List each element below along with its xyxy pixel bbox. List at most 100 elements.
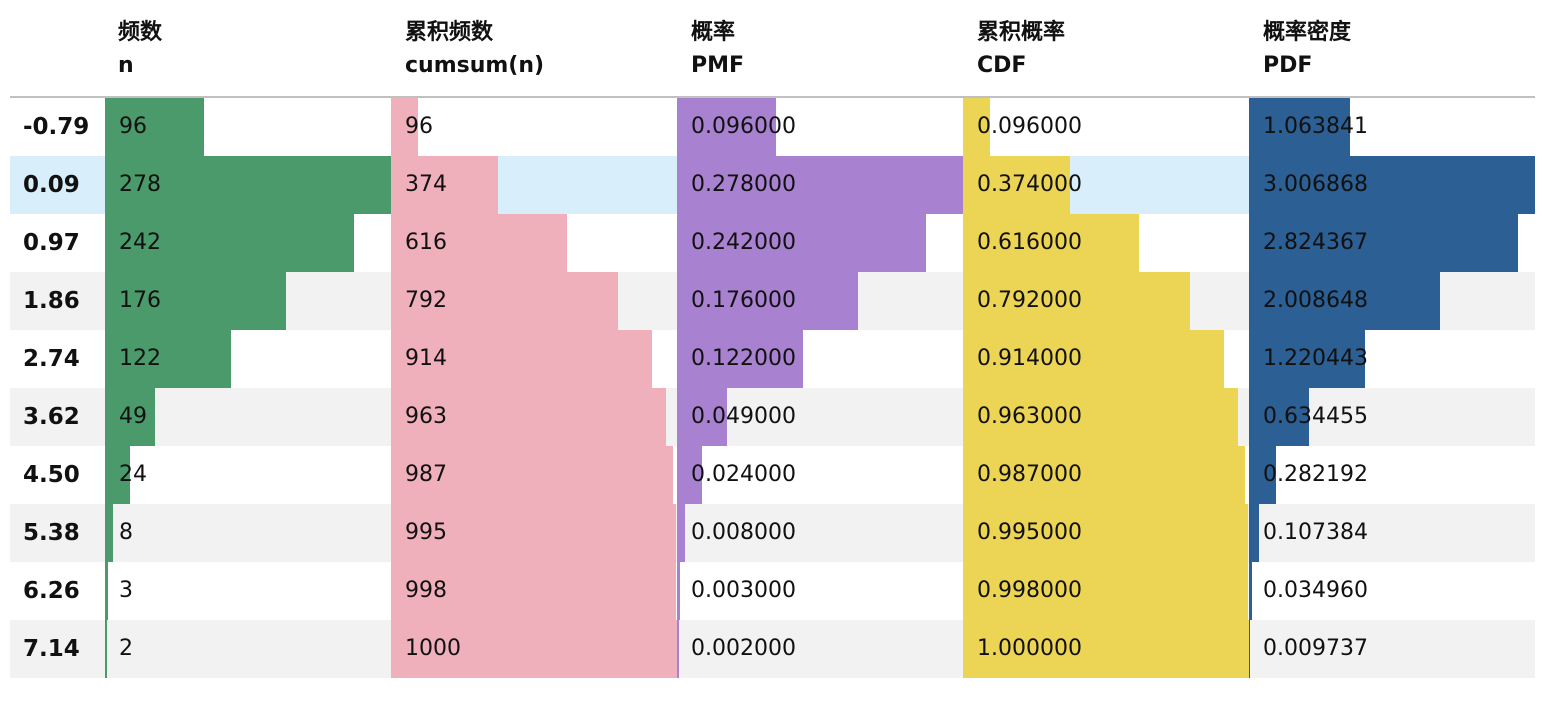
value-cumsum: 963	[405, 388, 447, 446]
bar-pmf	[677, 504, 685, 562]
value-pdf: 0.107384	[1263, 504, 1368, 562]
row-index-label: 3.62	[10, 388, 105, 446]
cell-cumsum: 998	[391, 562, 677, 620]
header-pdf: 概率密度 PDF	[1263, 16, 1351, 82]
cell-n: 2	[105, 620, 391, 678]
value-pdf: 0.282192	[1263, 446, 1368, 504]
value-pmf: 0.242000	[691, 214, 796, 272]
value-cdf: 0.792000	[977, 272, 1082, 330]
cell-n: 96	[105, 98, 391, 156]
cell-cumsum: 914	[391, 330, 677, 388]
table-row: 4.50 24 987 0.024000 0.987000 0.282192	[10, 446, 1535, 504]
cell-pmf: 0.176000	[677, 272, 963, 330]
row-index-label: 7.14	[10, 620, 105, 678]
value-cdf: 0.963000	[977, 388, 1082, 446]
row-index-label: 0.09	[10, 156, 105, 214]
frequency-table: 频数 n 累积频数 cumsum(n) 概率 PMF 累积概率 CDF 概率密度…	[10, 0, 1535, 678]
cell-cdf: 1.000000	[963, 620, 1249, 678]
header-pmf: 概率 PMF	[691, 16, 744, 82]
cell-pdf: 3.006868	[1249, 156, 1535, 214]
table-row: 7.14 2 1000 0.002000 1.000000 0.009737	[10, 620, 1535, 678]
bar-n	[105, 504, 113, 562]
cell-pmf: 0.003000	[677, 562, 963, 620]
header-pmf-cn: 概率	[691, 16, 744, 49]
value-cdf: 0.616000	[977, 214, 1082, 272]
bar-pmf	[677, 562, 680, 620]
cell-pdf: 0.107384	[1249, 504, 1535, 562]
value-n: 8	[119, 504, 133, 562]
cell-cumsum: 792	[391, 272, 677, 330]
value-pmf: 0.176000	[691, 272, 796, 330]
bar-n	[105, 562, 108, 620]
header-n-en: n	[118, 49, 162, 82]
cell-pmf: 0.278000	[677, 156, 963, 214]
cell-cdf: 0.616000	[963, 214, 1249, 272]
value-pmf: 0.049000	[691, 388, 796, 446]
bar-n	[105, 620, 107, 678]
cell-cdf: 0.096000	[963, 98, 1249, 156]
cell-pdf: 0.282192	[1249, 446, 1535, 504]
header-n: 频数 n	[118, 16, 162, 82]
value-pmf: 0.008000	[691, 504, 796, 562]
value-pmf: 0.122000	[691, 330, 796, 388]
header-cdf-en: CDF	[977, 49, 1065, 82]
cell-pmf: 0.002000	[677, 620, 963, 678]
header-cumsum-cn: 累积频数	[405, 16, 544, 49]
cell-cumsum: 987	[391, 446, 677, 504]
cell-cumsum: 374	[391, 156, 677, 214]
value-n: 96	[119, 98, 147, 156]
header-cdf: 累积概率 CDF	[977, 16, 1065, 82]
cell-n: 24	[105, 446, 391, 504]
cell-pmf: 0.096000	[677, 98, 963, 156]
value-pdf: 1.063841	[1263, 98, 1368, 156]
cell-cdf: 0.998000	[963, 562, 1249, 620]
bar-pdf	[1249, 504, 1259, 562]
cell-cdf: 0.987000	[963, 446, 1249, 504]
value-pmf: 0.278000	[691, 156, 796, 214]
cell-n: 8	[105, 504, 391, 562]
cell-pdf: 2.008648	[1249, 272, 1535, 330]
cell-n: 3	[105, 562, 391, 620]
table-header: 频数 n 累积频数 cumsum(n) 概率 PMF 累积概率 CDF 概率密度…	[10, 0, 1535, 98]
row-index-label: 1.86	[10, 272, 105, 330]
value-pmf: 0.096000	[691, 98, 796, 156]
cell-n: 176	[105, 272, 391, 330]
row-index-label: 4.50	[10, 446, 105, 504]
table-row: 0.97 242 616 0.242000 0.616000 2.824367	[10, 214, 1535, 272]
value-cdf: 0.374000	[977, 156, 1082, 214]
row-index-label: 5.38	[10, 504, 105, 562]
value-cdf: 0.995000	[977, 504, 1082, 562]
cell-pdf: 1.063841	[1249, 98, 1535, 156]
header-pmf-en: PMF	[691, 49, 744, 82]
cell-pmf: 0.008000	[677, 504, 963, 562]
header-n-cn: 频数	[118, 16, 162, 49]
value-pmf: 0.024000	[691, 446, 796, 504]
cell-n: 49	[105, 388, 391, 446]
table-body: -0.79 96 96 0.096000 0.096000 1.063841 0.09 278…	[10, 98, 1535, 678]
value-n: 49	[119, 388, 147, 446]
cell-pdf: 0.634455	[1249, 388, 1535, 446]
row-index-label: 0.97	[10, 214, 105, 272]
value-n: 122	[119, 330, 161, 388]
header-pdf-en: PDF	[1263, 49, 1351, 82]
header-cumsum: 累积频数 cumsum(n)	[405, 16, 544, 82]
cell-cdf: 0.792000	[963, 272, 1249, 330]
value-n: 278	[119, 156, 161, 214]
value-n: 24	[119, 446, 147, 504]
value-pdf: 0.634455	[1263, 388, 1368, 446]
value-cdf: 0.987000	[977, 446, 1082, 504]
header-cumsum-en: cumsum(n)	[405, 49, 544, 82]
cell-cumsum: 616	[391, 214, 677, 272]
table-row: 0.09 278 374 0.278000 0.374000 3.006868	[10, 156, 1535, 214]
value-cumsum: 96	[405, 98, 433, 156]
value-cumsum: 374	[405, 156, 447, 214]
cell-cdf: 0.374000	[963, 156, 1249, 214]
cell-n: 242	[105, 214, 391, 272]
cell-pmf: 0.024000	[677, 446, 963, 504]
cell-cdf: 0.963000	[963, 388, 1249, 446]
header-cdf-cn: 累积概率	[977, 16, 1065, 49]
table-row: -0.79 96 96 0.096000 0.096000 1.063841	[10, 98, 1535, 156]
cell-pmf: 0.122000	[677, 330, 963, 388]
cell-pdf: 1.220443	[1249, 330, 1535, 388]
cell-cumsum: 963	[391, 388, 677, 446]
